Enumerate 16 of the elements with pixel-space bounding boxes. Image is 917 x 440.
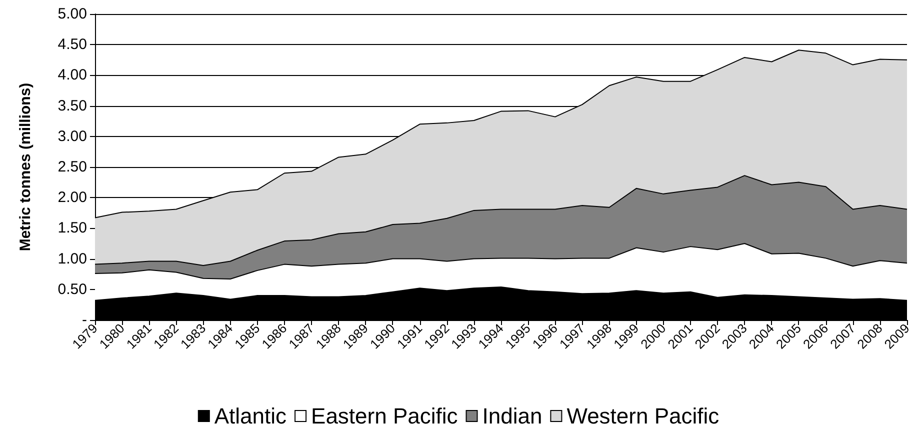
legend-label: Atlantic (214, 404, 287, 428)
y-tick-label: 3.00 (58, 128, 87, 145)
y-tick-label: 0.50 (58, 280, 87, 298)
legend-label: Western Pacific (566, 404, 720, 428)
y-tick-label: - (82, 312, 87, 328)
y-axis-title: Metric tonnes (millions) (17, 82, 34, 252)
y-tick-label: 3.50 (58, 97, 87, 114)
y-tick-label: 4.50 (58, 36, 87, 54)
y-tick-label: 1.50 (58, 220, 87, 237)
y-tick-label: 5.00 (58, 6, 87, 22)
legend-label: Eastern Pacific (311, 404, 458, 428)
y-tick-label: 4.00 (58, 66, 87, 84)
legend-label: Indian (482, 404, 542, 428)
y-tick-label: 1.00 (58, 250, 87, 268)
y-tick-label: 2.50 (58, 158, 87, 176)
y-tick-label: 2.00 (58, 189, 87, 206)
